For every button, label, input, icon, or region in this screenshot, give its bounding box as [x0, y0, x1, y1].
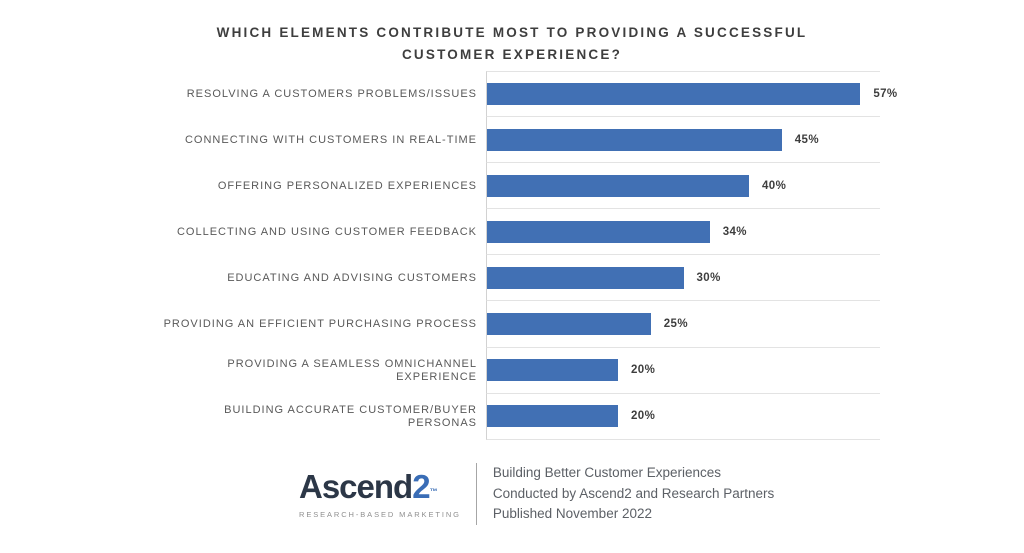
value-label: 45%	[794, 133, 819, 146]
logo-name: Ascend	[299, 467, 413, 505]
logo-number: 2	[412, 467, 430, 505]
category-label: COLLECTING AND USING CUSTOMER FEEDBACK	[176, 225, 477, 238]
plot-cell: 57%	[486, 71, 897, 118]
plot-cell: 34%	[486, 209, 880, 256]
source-line-3: Published November 2022	[492, 506, 652, 522]
bar	[487, 313, 651, 336]
plot-cell: 20%	[486, 347, 880, 394]
category-label: RESOLVING A CUSTOMERS PROBLEMS/ISSUES	[186, 87, 477, 100]
bar-chart-row: PROVIDING AN EFFICIENT PURCHASING PROCES…	[152, 301, 880, 348]
plot-cell: 30%	[486, 255, 880, 302]
bar	[487, 359, 618, 382]
source-line-1: Building Better Customer Experiences	[492, 465, 721, 481]
bar	[487, 128, 782, 151]
category-label: PROVIDING A SEAMLESS OMNICHANNEL EXPERIE…	[227, 357, 477, 383]
plot-cell: 40%	[486, 163, 880, 210]
bar	[487, 405, 618, 428]
source-attribution: Building Better Customer Experiences Con…	[493, 463, 774, 525]
bar-chart-row: COLLECTING AND USING CUSTOMER FEEDBACK 3…	[152, 209, 880, 256]
bar-chart-row: CONNECTING WITH CUSTOMERS IN REAL-TIME 4…	[152, 117, 880, 164]
value-label: 40%	[761, 179, 787, 192]
footer: Ascend2™ RESEARCH-BASED MARKETING Buildi…	[299, 461, 774, 527]
value-label: 20%	[630, 410, 656, 423]
category-label: BUILDING ACCURATE CUSTOMER/BUYER PERSONA…	[224, 403, 477, 429]
ascend2-logo: Ascend2™ RESEARCH-BASED MARKETING	[299, 467, 461, 519]
bar	[487, 266, 684, 289]
plot-cell: 20%	[486, 393, 880, 440]
bar-chart-row: EDUCATING AND ADVISING CUSTOMERS 30%	[152, 255, 880, 302]
category-label: PROVIDING AN EFFICIENT PURCHASING PROCES…	[163, 318, 477, 331]
ascend2-logo-text: Ascend2™	[299, 467, 461, 509]
value-label: 20%	[630, 364, 656, 377]
value-label: 57%	[873, 88, 898, 101]
category-label: OFFERING PERSONALIZED EXPERIENCES	[217, 179, 477, 192]
bar-chart-row: PROVIDING A SEAMLESS OMNICHANNEL EXPERIE…	[152, 347, 880, 394]
value-label: 30%	[696, 271, 721, 284]
bar-chart-rows: RESOLVING A CUSTOMERS PROBLEMS/ISSUES 57…	[152, 71, 897, 440]
category-label: EDUCATING AND ADVISING CUSTOMERS	[227, 271, 477, 284]
trademark-symbol: ™	[429, 486, 438, 496]
bar-chart-row: RESOLVING A CUSTOMERS PROBLEMS/ISSUES 57…	[152, 71, 897, 118]
chart-title-line2: CUSTOMER EXPERIENCE?	[401, 47, 623, 62]
logo-tagline: RESEARCH-BASED MARKETING	[299, 509, 461, 519]
bar-chart: RESOLVING A CUSTOMERS PROBLEMS/ISSUES 57…	[152, 71, 897, 440]
plot-cell: 45%	[486, 117, 880, 164]
chart-title: WHICH ELEMENTS CONTRIBUTE MOST TO PROVID…	[0, 22, 1024, 66]
value-label: 25%	[663, 318, 688, 331]
bar-chart-row: OFFERING PERSONALIZED EXPERIENCES 40%	[152, 163, 880, 210]
category-label: CONNECTING WITH CUSTOMERS IN REAL-TIME	[184, 133, 477, 146]
chart-title-line1: WHICH ELEMENTS CONTRIBUTE MOST TO PROVID…	[216, 25, 808, 40]
value-label: 34%	[722, 225, 747, 238]
bar	[487, 220, 710, 243]
bar	[487, 174, 749, 197]
bar-chart-row: BUILDING ACCURATE CUSTOMER/BUYER PERSONA…	[152, 393, 880, 440]
source-line-2: Conducted by Ascend2 and Research Partne…	[492, 485, 775, 501]
plot-cell: 25%	[486, 301, 880, 348]
footer-divider	[475, 463, 477, 525]
bar	[487, 83, 861, 106]
